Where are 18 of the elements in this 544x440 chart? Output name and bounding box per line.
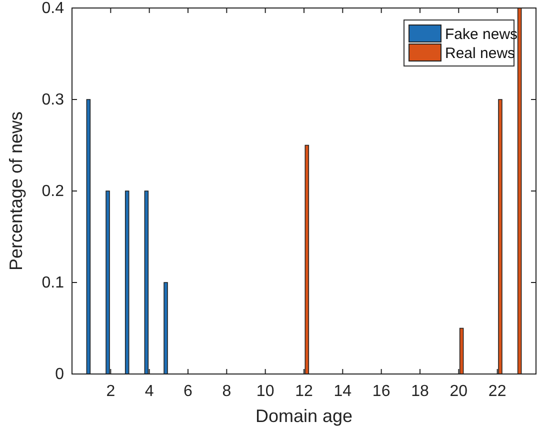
x-tick-label: 22 xyxy=(488,383,506,400)
y-tick-label: 0.4 xyxy=(42,0,64,17)
x-tick-label: 20 xyxy=(450,383,468,400)
y-tick-label: 0 xyxy=(55,366,64,383)
x-tick-label: 8 xyxy=(222,383,232,400)
y-axis-title: Percentage of news xyxy=(6,111,26,271)
y-tick-label: 0.3 xyxy=(42,92,64,108)
x-tick-label: 2 xyxy=(106,383,116,400)
x-tick-label: 14 xyxy=(334,383,352,400)
x-tick-label: 10 xyxy=(256,383,274,400)
x-tick-label: 16 xyxy=(372,383,390,400)
x-tick-label: 18 xyxy=(411,383,429,400)
x-tick-label: 6 xyxy=(184,383,193,400)
y-tick-label: 0.2 xyxy=(42,183,64,200)
x-axis-title: Domain age xyxy=(255,406,353,426)
x-tick-label: 12 xyxy=(295,383,313,400)
y-tick-label: 0.1 xyxy=(42,274,64,292)
x-tick-label: 4 xyxy=(144,383,154,400)
